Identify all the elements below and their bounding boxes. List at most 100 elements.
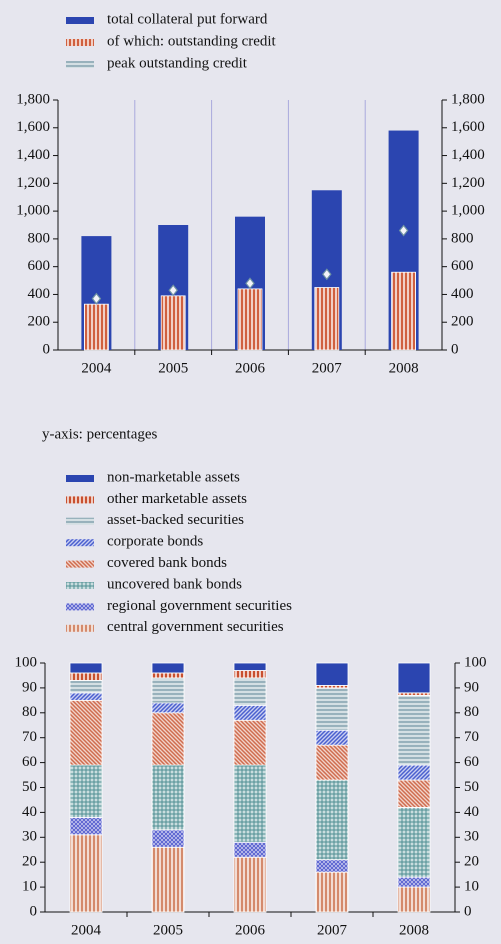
legend-swatch	[66, 603, 94, 611]
legend-label: asset-backed securities	[107, 512, 244, 528]
bar-segment	[151, 846, 185, 913]
legend-label: regional government securities	[107, 598, 292, 614]
y-tick-label: 60	[22, 754, 37, 770]
bar	[237, 288, 263, 351]
legend-swatch	[66, 475, 94, 482]
bar-segment	[69, 764, 103, 818]
legend-swatch	[66, 39, 94, 46]
y2-tick-label: 200	[451, 314, 474, 330]
bar-segment	[397, 807, 431, 878]
x-tick-label: 2007	[312, 360, 343, 376]
bar-segment	[151, 672, 185, 679]
y2-tick-label: 600	[451, 258, 474, 274]
x-tick-label: 2008	[399, 922, 429, 938]
y-tick-label: 1,000	[16, 203, 50, 219]
y-tick-label: 80	[22, 704, 37, 720]
bar-segment	[397, 694, 431, 766]
bar-segment	[233, 856, 267, 913]
bar-segment	[233, 677, 267, 706]
marker	[398, 224, 409, 237]
legend-label: uncovered bank bonds	[107, 576, 242, 592]
bar-segment	[151, 764, 185, 831]
bar-segment	[315, 744, 349, 781]
y-tick-label: 0	[43, 341, 51, 357]
x-tick-label: 2004	[71, 922, 102, 938]
bar	[84, 303, 109, 351]
legend-label: central government securities	[107, 619, 284, 635]
bar-segment	[233, 670, 267, 679]
bar-segment	[397, 764, 431, 781]
y2-tick-label: 1,600	[451, 119, 485, 135]
x-tick-label: 2004	[81, 360, 112, 376]
x-tick-label: 2008	[389, 360, 419, 376]
y2-tick-label: 100	[464, 654, 487, 670]
x-tick-label: 2007	[317, 922, 348, 938]
bar-segment	[315, 859, 349, 873]
y-tick-label: 0	[30, 903, 38, 919]
y-tick-label: 20	[22, 854, 37, 870]
y2-tick-label: 20	[464, 854, 479, 870]
y-tick-label: 100	[15, 654, 38, 670]
bar-segment	[69, 692, 103, 701]
marker	[322, 268, 332, 281]
legend-label: non-marketable assets	[107, 469, 240, 485]
y-tick-label: 40	[22, 804, 37, 820]
y-tick-label: 200	[28, 314, 51, 330]
bar	[160, 295, 186, 351]
bar-segment	[69, 816, 103, 836]
bar-segment	[315, 687, 349, 731]
x-tick-label: 2006	[235, 360, 266, 376]
legend-swatch	[66, 496, 94, 504]
bar-segment	[151, 712, 185, 766]
y2-tick-label: 50	[464, 779, 479, 795]
legend-swatch	[66, 517, 94, 525]
bar-segment	[69, 680, 103, 694]
legend-label: peak outstanding credit	[107, 55, 248, 71]
legend-swatch	[66, 582, 94, 589]
bar-segment	[315, 779, 349, 861]
bar-segment	[69, 662, 103, 674]
bar-segment	[69, 672, 103, 681]
marker	[91, 292, 102, 305]
y2-tick-label: 30	[464, 829, 479, 845]
y2-tick-label: 60	[464, 754, 479, 770]
y2-tick-label: 1,400	[451, 147, 485, 163]
y-tick-label: 400	[28, 286, 51, 302]
bar-segment	[315, 871, 349, 913]
chart-subtitle: y-axis: percentages	[42, 426, 158, 442]
legend-label: other marketable assets	[107, 491, 247, 507]
y2-tick-label: 1,000	[451, 203, 485, 219]
y2-tick-label: 0	[451, 341, 459, 357]
y-tick-label: 30	[22, 829, 37, 845]
marker	[245, 277, 255, 290]
bar-segment	[233, 719, 267, 766]
y2-tick-label: 10	[464, 879, 479, 895]
y2-tick-label: 800	[451, 230, 474, 246]
bar-segment	[233, 841, 267, 858]
y-tick-label: 1,200	[16, 175, 50, 191]
bar-segment	[69, 834, 103, 913]
bar-segment	[315, 662, 349, 686]
bar-segment	[315, 729, 349, 746]
bar-segment	[151, 702, 185, 714]
bar-segment	[397, 662, 431, 694]
y-tick-label: 1,800	[16, 91, 50, 107]
bar-segment	[397, 779, 431, 808]
bar-segment	[233, 662, 267, 671]
legend-swatch	[66, 539, 94, 547]
y-tick-label: 70	[22, 729, 37, 745]
bar-segment	[233, 764, 267, 843]
legend-label: corporate bonds	[107, 534, 203, 550]
legend-swatch	[66, 560, 94, 568]
x-tick-label: 2005	[158, 360, 188, 376]
marker	[168, 284, 178, 297]
bar-segment	[397, 886, 431, 913]
y2-tick-label: 90	[464, 679, 479, 695]
bar	[314, 287, 340, 351]
legend-swatch	[66, 17, 94, 24]
y2-tick-label: 80	[464, 704, 479, 720]
legend-swatch	[66, 61, 94, 68]
bar-segment	[151, 829, 185, 848]
y2-tick-label: 400	[451, 286, 474, 302]
